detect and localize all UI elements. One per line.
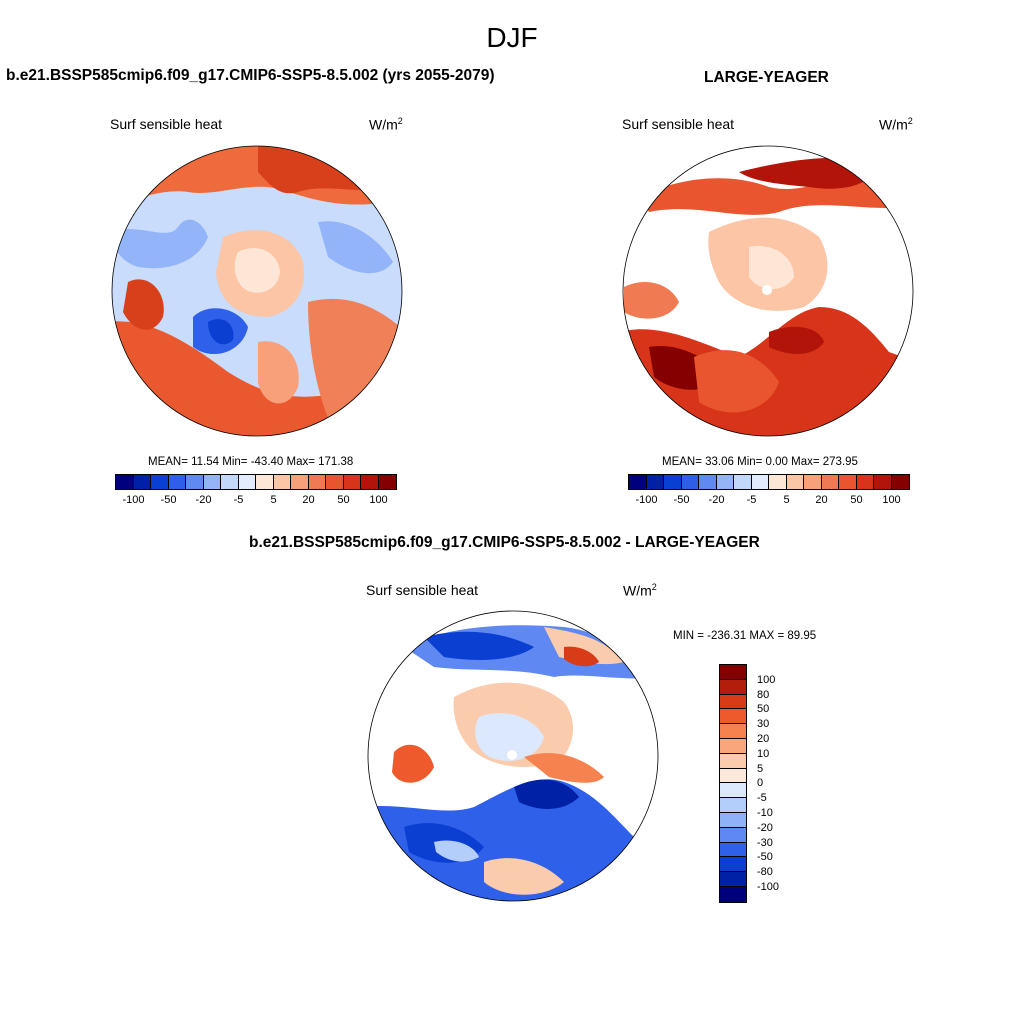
obs-polar-map bbox=[622, 145, 914, 437]
colorbar-swatch bbox=[646, 475, 664, 489]
colorbar-swatch bbox=[326, 475, 344, 489]
colorbar-tick-label: -50 bbox=[757, 851, 773, 864]
colorbar-swatch bbox=[203, 475, 221, 489]
colorbar-tick-label: 20 bbox=[302, 494, 315, 506]
colorbar-tick-label: -10 bbox=[757, 807, 773, 819]
diff-polar-map bbox=[367, 610, 659, 902]
colorbar-tick-label: 0 bbox=[757, 777, 764, 790]
colorbar-swatch bbox=[769, 475, 787, 489]
colorbar-tick-label: -100 bbox=[635, 494, 658, 506]
colorbar-tick-label: 50 bbox=[850, 494, 863, 506]
model-polar-map bbox=[111, 145, 403, 437]
colorbar-swatch bbox=[133, 475, 151, 489]
colorbar-tick-label: 20 bbox=[757, 733, 770, 745]
diff-colorbar bbox=[719, 664, 747, 903]
colorbar-swatch bbox=[804, 475, 822, 489]
colorbar-tick-label: 5 bbox=[270, 494, 277, 506]
colorbar-swatch bbox=[378, 475, 396, 489]
colorbar-tick-label: -20 bbox=[195, 494, 212, 506]
diff-panel-title: b.e21.BSSP585cmip6.f09_g17.CMIP6-SSP5-8.… bbox=[249, 534, 760, 551]
colorbar-tick-label: -5 bbox=[233, 494, 244, 506]
colorbar-swatch bbox=[361, 475, 379, 489]
colorbar-swatch bbox=[681, 475, 699, 489]
colorbar-swatch bbox=[856, 475, 874, 489]
obs-colorbar bbox=[628, 474, 910, 490]
colorbar-swatch bbox=[720, 753, 746, 769]
colorbar-tick-label: -20 bbox=[708, 494, 725, 506]
colorbar-swatch bbox=[821, 475, 839, 489]
diff-stats: MIN = -236.31 MAX = 89.95 bbox=[673, 630, 817, 642]
colorbar-tick-label: 100 bbox=[369, 494, 388, 506]
diff-units-label: W/m2 bbox=[623, 582, 657, 599]
colorbar-swatch bbox=[256, 475, 274, 489]
model-units-label: W/m2 bbox=[369, 116, 403, 133]
colorbar-swatch bbox=[168, 475, 186, 489]
colorbar-swatch bbox=[720, 709, 746, 725]
colorbar-swatch bbox=[720, 738, 746, 754]
colorbar-swatch bbox=[891, 475, 909, 489]
diff-variable-label: Surf sensible heat bbox=[366, 582, 479, 598]
colorbar-swatch bbox=[720, 665, 746, 680]
colorbar-tick-label: -80 bbox=[757, 866, 773, 879]
colorbar-tick-label: -30 bbox=[757, 836, 773, 849]
colorbar-swatch bbox=[343, 475, 361, 489]
model-variable-label: Surf sensible heat bbox=[110, 116, 223, 132]
colorbar-swatch bbox=[720, 679, 746, 695]
colorbar-swatch bbox=[221, 475, 239, 489]
colorbar-tick-label: 30 bbox=[757, 718, 770, 731]
model-colorbar bbox=[115, 474, 397, 490]
colorbar-swatch bbox=[720, 812, 746, 828]
model-panel-title: b.e21.BSSP585cmip6.f09_g17.CMIP6-SSP5-8.… bbox=[6, 67, 495, 84]
colorbar-tick-label: -20 bbox=[757, 821, 773, 834]
colorbar-swatch bbox=[308, 475, 326, 489]
colorbar-tick-label: -50 bbox=[673, 494, 690, 506]
obs-stats: MEAN= 33.06 Min= 0.00 Max= 273.95 bbox=[662, 456, 858, 468]
colorbar-tick-label: 20 bbox=[815, 494, 828, 506]
colorbar-tick-label: 100 bbox=[882, 494, 901, 506]
colorbar-swatch bbox=[751, 475, 769, 489]
obs-panel-title: LARGE-YEAGER bbox=[704, 69, 829, 86]
colorbar-swatch bbox=[720, 694, 746, 710]
colorbar-tick-label: 5 bbox=[783, 494, 790, 506]
colorbar-swatch bbox=[734, 475, 752, 489]
colorbar-swatch bbox=[238, 475, 256, 489]
colorbar-swatch bbox=[720, 724, 746, 739]
colorbar-swatch bbox=[720, 783, 746, 799]
season-title: DJF bbox=[486, 22, 538, 53]
obs-variable-label: Surf sensible heat bbox=[622, 116, 735, 132]
colorbar-tick-label: 50 bbox=[757, 703, 770, 716]
colorbar-swatch bbox=[629, 475, 647, 489]
colorbar-swatch bbox=[720, 842, 746, 858]
colorbar-swatch bbox=[720, 768, 746, 784]
colorbar-tick-label: 10 bbox=[757, 747, 770, 760]
colorbar-tick-label: 80 bbox=[757, 688, 770, 701]
colorbar-tick-label: 50 bbox=[337, 494, 350, 506]
colorbar-swatch bbox=[786, 475, 804, 489]
colorbar-tick-label: -50 bbox=[160, 494, 177, 506]
obs-units-label: W/m2 bbox=[879, 116, 913, 133]
colorbar-swatch bbox=[716, 475, 734, 489]
colorbar-swatch bbox=[720, 827, 746, 843]
colorbar-swatch bbox=[720, 798, 746, 813]
colorbar-swatch bbox=[699, 475, 717, 489]
colorbar-swatch bbox=[839, 475, 857, 489]
colorbar-tick-label: 100 bbox=[757, 673, 776, 686]
colorbar-swatch bbox=[664, 475, 682, 489]
colorbar-swatch bbox=[116, 475, 134, 489]
colorbar-swatch bbox=[720, 857, 746, 873]
colorbar-tick-label: 5 bbox=[757, 762, 764, 775]
model-stats: MEAN= 11.54 Min= -43.40 Max= 171.38 bbox=[148, 456, 354, 468]
colorbar-swatch bbox=[874, 475, 892, 489]
colorbar-swatch bbox=[291, 475, 309, 489]
colorbar-tick-label: -5 bbox=[757, 792, 767, 805]
colorbar-tick-label: -5 bbox=[746, 494, 757, 506]
colorbar-swatch bbox=[720, 886, 746, 902]
colorbar-swatch bbox=[151, 475, 169, 489]
colorbar-swatch bbox=[186, 475, 204, 489]
colorbar-tick-label: -100 bbox=[122, 494, 145, 506]
colorbar-swatch bbox=[720, 872, 746, 887]
colorbar-tick-label: -100 bbox=[757, 881, 780, 893]
colorbar-swatch bbox=[273, 475, 291, 489]
